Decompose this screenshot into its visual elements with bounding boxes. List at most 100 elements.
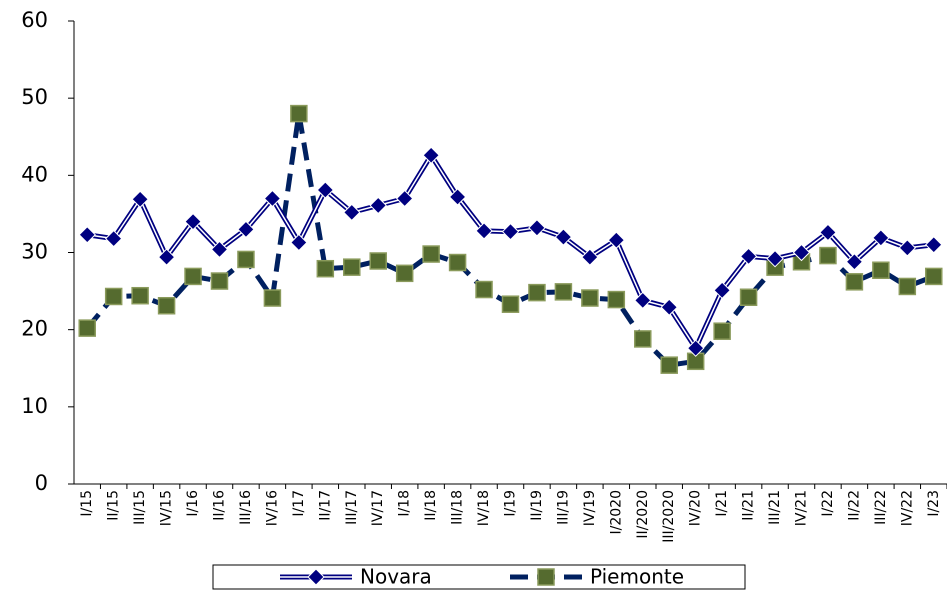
point bbox=[131, 190, 149, 208]
point bbox=[290, 104, 308, 123]
point bbox=[898, 277, 917, 296]
point bbox=[607, 290, 626, 309]
point bbox=[528, 283, 546, 302]
point bbox=[872, 229, 890, 247]
point bbox=[448, 253, 467, 272]
legend-marker bbox=[537, 568, 555, 586]
point bbox=[395, 189, 414, 208]
y-tick-label: 30 bbox=[21, 240, 48, 264]
point bbox=[686, 339, 705, 357]
point bbox=[554, 283, 573, 301]
point bbox=[925, 267, 943, 286]
point bbox=[581, 289, 599, 307]
point bbox=[343, 203, 361, 222]
x-tick-label: I/15 bbox=[79, 490, 95, 517]
x-tick-label: I/16 bbox=[185, 490, 201, 517]
legend-label: Novara bbox=[360, 565, 432, 589]
point bbox=[369, 252, 387, 270]
point bbox=[819, 246, 837, 265]
point bbox=[766, 249, 784, 268]
x-tick-label: I/22 bbox=[820, 490, 836, 517]
point bbox=[872, 261, 890, 279]
point bbox=[898, 239, 917, 257]
point bbox=[78, 226, 96, 244]
x-tick-label: I/21 bbox=[714, 490, 730, 517]
point bbox=[237, 220, 255, 239]
point bbox=[316, 181, 335, 199]
x-tick-label: II/21 bbox=[741, 490, 757, 521]
x-tick-label: II/22 bbox=[846, 490, 862, 521]
y-tick-label: 40 bbox=[21, 162, 48, 186]
point bbox=[475, 280, 493, 299]
point bbox=[660, 356, 678, 374]
point bbox=[369, 196, 387, 215]
point bbox=[554, 228, 573, 246]
point bbox=[263, 189, 282, 208]
point bbox=[290, 233, 308, 252]
point bbox=[343, 258, 361, 276]
point bbox=[845, 253, 864, 271]
point bbox=[316, 259, 335, 278]
x-tick-label: IV/15 bbox=[159, 490, 175, 526]
x-tick-label: III/17 bbox=[344, 490, 360, 525]
x-tick-label: I/19 bbox=[503, 490, 519, 517]
point bbox=[104, 229, 123, 248]
x-tick-label: I/17 bbox=[291, 490, 307, 517]
y-tick-label: 50 bbox=[21, 85, 48, 109]
x-tick-label: IV/17 bbox=[370, 490, 386, 526]
x-tick-label: III/19 bbox=[555, 490, 571, 525]
x-tick-label: I/18 bbox=[397, 490, 413, 517]
x-tick-label: IV/20 bbox=[688, 490, 704, 526]
point bbox=[210, 272, 229, 290]
x-tick-label: II/18 bbox=[423, 490, 439, 521]
point bbox=[157, 248, 176, 266]
point bbox=[448, 188, 467, 206]
point bbox=[78, 319, 96, 337]
point bbox=[739, 288, 758, 307]
x-tick-label: IV/21 bbox=[794, 490, 810, 526]
x-tick-label: III/18 bbox=[450, 490, 466, 525]
point bbox=[422, 146, 440, 164]
point bbox=[501, 222, 520, 241]
x-tick-label: II/15 bbox=[106, 490, 122, 521]
point bbox=[395, 264, 414, 283]
x-tick-label: I/2020 bbox=[608, 490, 624, 534]
x-tick-label: II/16 bbox=[212, 490, 228, 521]
legend-marker bbox=[307, 568, 325, 586]
point bbox=[263, 289, 282, 307]
point bbox=[581, 248, 599, 266]
point bbox=[184, 267, 202, 286]
point bbox=[157, 296, 176, 315]
x-tick-label: IV/16 bbox=[264, 490, 280, 526]
x-tick-label: III/21 bbox=[767, 490, 783, 525]
x-tick-label: III/2020 bbox=[661, 490, 677, 543]
y-tick-label: 60 bbox=[21, 8, 48, 32]
x-tick-label: IV/19 bbox=[582, 490, 598, 526]
point bbox=[131, 286, 149, 305]
y-tick-label: 0 bbox=[35, 471, 48, 495]
point bbox=[104, 287, 123, 306]
point bbox=[713, 281, 731, 300]
x-tick-label: II/19 bbox=[529, 490, 545, 521]
point bbox=[819, 223, 837, 242]
point bbox=[713, 322, 731, 340]
point bbox=[634, 291, 652, 310]
point bbox=[475, 222, 493, 240]
x-tick-label: IV/18 bbox=[476, 490, 492, 526]
point bbox=[925, 236, 943, 254]
x-tick-label: I/23 bbox=[926, 490, 942, 517]
x-tick-label: IV/22 bbox=[899, 490, 915, 526]
y-tick-label: 10 bbox=[21, 394, 48, 418]
point bbox=[422, 245, 440, 263]
legend-label: Piemonte bbox=[590, 565, 684, 589]
y-tick-label: 20 bbox=[21, 317, 48, 341]
point bbox=[792, 243, 811, 262]
point bbox=[607, 231, 626, 249]
point bbox=[210, 240, 229, 259]
point bbox=[501, 295, 520, 313]
point bbox=[739, 247, 758, 266]
point bbox=[237, 250, 255, 269]
x-tick-label: II/2020 bbox=[635, 490, 651, 539]
